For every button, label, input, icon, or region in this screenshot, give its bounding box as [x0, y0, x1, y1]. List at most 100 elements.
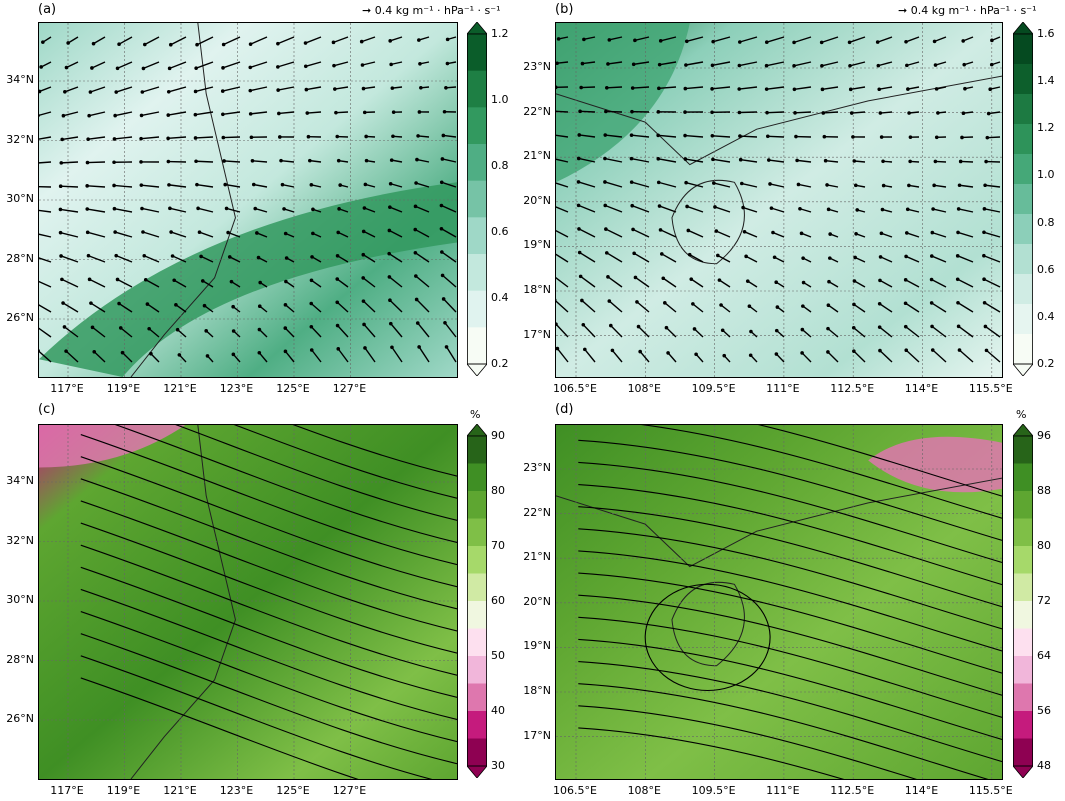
flux-arrow-head — [657, 62, 662, 67]
flux-arrow — [664, 302, 677, 313]
colorbar-frame — [467, 435, 487, 767]
flux-arrow — [145, 279, 160, 288]
flux-arrow-head — [276, 41, 280, 46]
flux-arrow — [223, 36, 241, 46]
flux-arrow-head — [117, 42, 121, 46]
flux-arrow-head — [739, 181, 744, 186]
flux-arrow-head — [984, 159, 988, 164]
flux-arrow — [88, 255, 106, 263]
flux-arrow — [61, 278, 79, 288]
colorbar-cell — [467, 70, 487, 108]
flux-arrow — [443, 298, 457, 313]
flux-arrow-head — [114, 90, 119, 94]
flux-arrow — [65, 350, 79, 363]
flux-arrow-head — [904, 40, 908, 44]
flux-arrow — [441, 181, 457, 188]
colorbar-frame — [467, 33, 487, 365]
colorbar-cell — [1013, 546, 1033, 574]
flux-arrow-head — [556, 322, 558, 326]
flux-arrow — [578, 157, 596, 163]
flux-arrow-head — [657, 86, 661, 91]
flux-arrow-head — [414, 274, 418, 278]
reference-arrow-icon: ➞ — [898, 4, 908, 17]
flux-arrow-head — [878, 111, 883, 115]
flux-arrow-head — [413, 250, 418, 255]
flux-arrow-head — [282, 207, 286, 211]
flux-arrow — [931, 325, 947, 338]
flux-arrow-head — [172, 278, 176, 283]
flux-arrow-head — [956, 207, 961, 211]
flux-arrow — [443, 134, 457, 138]
flux-arrow — [744, 231, 758, 238]
streamline — [80, 522, 457, 654]
flux-arrow-head — [58, 230, 63, 235]
flux-arrow-head — [177, 353, 182, 357]
flux-arrow — [767, 135, 785, 138]
streamline — [80, 478, 457, 610]
flux-arrow-head — [825, 183, 829, 187]
flux-arrow — [906, 61, 920, 67]
flux-arrow-head — [772, 255, 777, 260]
flux-arrow-head — [933, 63, 938, 67]
shaded-region — [39, 425, 186, 468]
flux-arrow — [114, 136, 133, 140]
flux-arrow — [39, 233, 52, 238]
flux-arrow-head — [258, 280, 262, 285]
flux-arrow-head — [929, 254, 934, 258]
flux-arrow — [169, 207, 187, 213]
colorbar-extend-max — [1013, 22, 1033, 35]
flux-arrow — [556, 182, 569, 188]
flux-arrow — [168, 111, 187, 116]
colorbar — [1013, 424, 1033, 778]
flux-arrow — [556, 277, 569, 288]
flux-arrow-head — [793, 111, 797, 115]
colorbar-cell — [1013, 683, 1033, 712]
colorbar-tick-label: 80 — [491, 484, 505, 497]
streamline — [233, 425, 457, 499]
flux-arrow — [60, 208, 79, 213]
colorbar-tick-label: 48 — [1037, 759, 1051, 772]
flux-arrow-head — [963, 86, 967, 91]
flux-arrow — [739, 61, 758, 67]
flux-arrow — [581, 299, 596, 313]
flux-arrow — [604, 181, 623, 188]
flux-arrow-head — [749, 329, 753, 334]
colorbar-tick-label: 40 — [491, 704, 505, 717]
flux-arrow-head — [90, 66, 94, 70]
flux-arrow-head — [413, 227, 418, 232]
flux-arrow — [556, 253, 569, 263]
flux-arrow — [333, 61, 349, 67]
streamline — [80, 677, 359, 779]
reference-vector-label: 0.4 kg m⁻¹ · hPa⁻¹ · s⁻¹ — [910, 4, 1037, 17]
flux-arrow — [337, 231, 349, 238]
flux-arrow — [223, 136, 241, 139]
flux-arrow — [250, 36, 268, 45]
flux-arrow-head — [387, 228, 392, 233]
flux-arrow-head — [606, 62, 610, 66]
flux-arrow-head — [309, 324, 314, 329]
flux-arrow-head — [826, 303, 831, 308]
flux-arrow-head — [795, 158, 799, 163]
flux-arrow-head — [388, 205, 392, 209]
flux-arrow-head — [418, 61, 422, 66]
latitude-label: 23°N — [523, 60, 551, 73]
flux-arrow — [712, 61, 731, 66]
flux-arrow — [826, 184, 839, 188]
flux-arrow — [799, 208, 812, 213]
flux-arrow-head — [930, 230, 935, 235]
flux-arrow-head — [686, 228, 691, 233]
flux-arrow-head — [774, 328, 779, 333]
flux-arrow — [115, 111, 133, 117]
flux-arrow-head — [338, 183, 343, 187]
flux-arrow-head — [982, 253, 986, 258]
colorbar-tick-label: 1.0 — [491, 93, 509, 106]
flux-arrow — [305, 36, 322, 44]
flux-arrow-head — [661, 276, 666, 281]
flux-arrow — [984, 302, 1001, 313]
flux-arrow — [363, 230, 376, 238]
latitude-label: 18°N — [523, 684, 551, 697]
flux-arrow — [363, 86, 376, 90]
colorbar-tick-label: 70 — [491, 539, 505, 552]
flux-arrow-head — [147, 326, 151, 331]
flux-arrow-head — [66, 41, 70, 45]
